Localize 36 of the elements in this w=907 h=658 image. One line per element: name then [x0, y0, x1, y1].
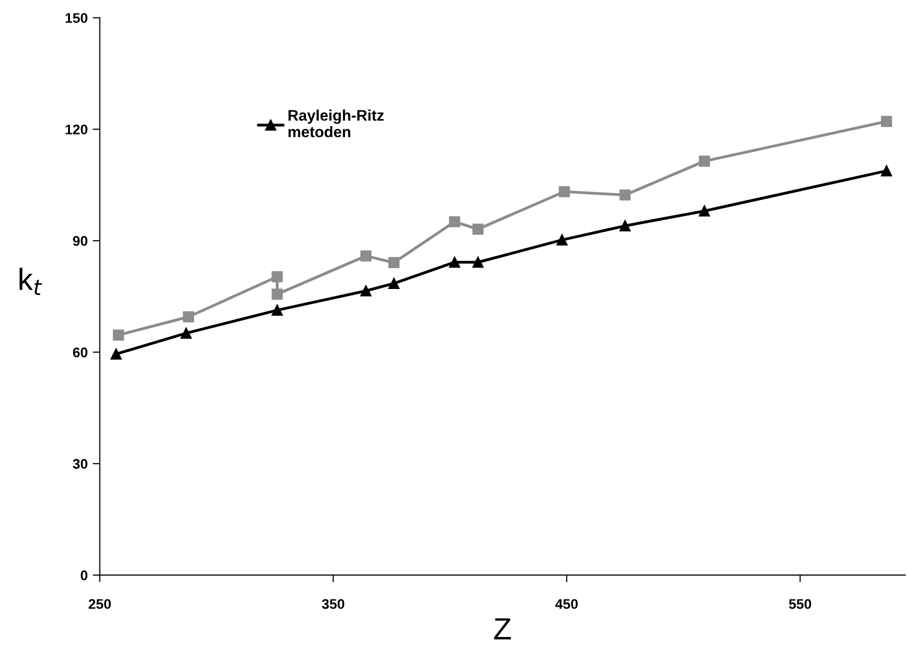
x-tick-label: 250 — [88, 599, 111, 609]
point — [880, 116, 892, 127]
point — [272, 288, 283, 300]
point — [558, 186, 570, 198]
point — [360, 285, 372, 296]
point — [472, 224, 484, 235]
x-tick-label: 450 — [555, 599, 578, 609]
point — [472, 256, 484, 268]
y-tick-label: 30 — [72, 458, 88, 469]
y-tick-label: 0 — [80, 570, 88, 580]
point — [112, 330, 124, 341]
x-tick-label: 350 — [322, 599, 344, 609]
point — [180, 328, 192, 339]
y-tick-label: 120 — [66, 124, 88, 134]
y-axis-title: k$_{t}$ — [20, 268, 42, 295]
point — [272, 304, 283, 316]
point — [110, 348, 122, 360]
point — [449, 216, 460, 228]
y-tick-label: 60 — [73, 347, 88, 358]
x-axis-title: Z — [494, 618, 511, 640]
point — [388, 278, 400, 289]
point — [360, 250, 372, 262]
point — [880, 165, 892, 176]
point — [449, 256, 460, 268]
point — [619, 189, 631, 201]
y-tick-label: 90 — [73, 236, 88, 246]
point — [388, 257, 400, 268]
point — [556, 234, 568, 246]
point — [182, 311, 194, 322]
legend-label: Rayleigh-Ritz metoden — [288, 110, 384, 138]
point — [272, 271, 283, 282]
point — [698, 156, 710, 167]
x-tick-label: 550 — [788, 599, 812, 609]
y-tick-label: 150 — [66, 13, 88, 23]
point — [619, 220, 631, 232]
point — [698, 205, 710, 217]
